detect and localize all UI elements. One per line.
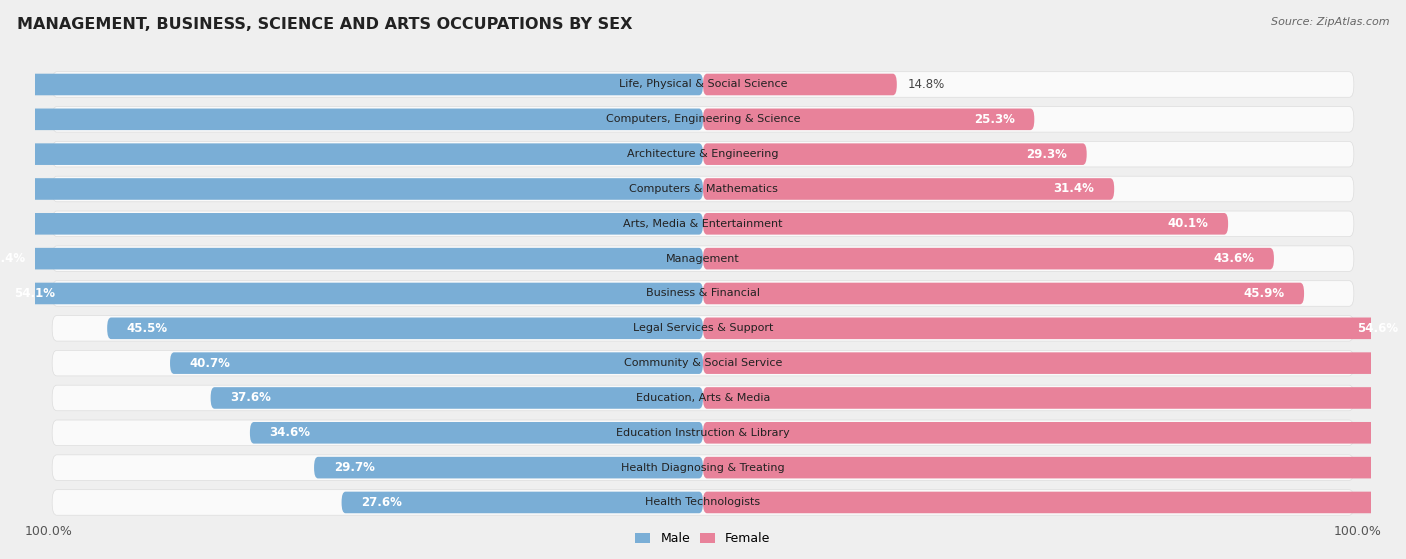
Text: 29.7%: 29.7% bbox=[333, 461, 374, 474]
FancyBboxPatch shape bbox=[0, 108, 703, 130]
Text: 40.7%: 40.7% bbox=[190, 357, 231, 369]
FancyBboxPatch shape bbox=[52, 420, 1354, 446]
FancyBboxPatch shape bbox=[703, 352, 1406, 374]
FancyBboxPatch shape bbox=[703, 143, 1087, 165]
Text: 37.6%: 37.6% bbox=[231, 391, 271, 405]
Text: 31.4%: 31.4% bbox=[1053, 182, 1094, 196]
FancyBboxPatch shape bbox=[0, 248, 703, 269]
FancyBboxPatch shape bbox=[107, 318, 703, 339]
Text: 45.5%: 45.5% bbox=[127, 322, 167, 335]
FancyBboxPatch shape bbox=[52, 141, 1354, 167]
FancyBboxPatch shape bbox=[52, 455, 1354, 480]
Text: Arts, Media & Entertainment: Arts, Media & Entertainment bbox=[623, 219, 783, 229]
FancyBboxPatch shape bbox=[703, 283, 1305, 304]
FancyBboxPatch shape bbox=[703, 492, 1406, 513]
Text: Computers, Engineering & Science: Computers, Engineering & Science bbox=[606, 115, 800, 124]
FancyBboxPatch shape bbox=[0, 143, 703, 165]
Text: MANAGEMENT, BUSINESS, SCIENCE AND ARTS OCCUPATIONS BY SEX: MANAGEMENT, BUSINESS, SCIENCE AND ARTS O… bbox=[17, 17, 633, 32]
FancyBboxPatch shape bbox=[52, 107, 1354, 132]
Text: Education Instruction & Library: Education Instruction & Library bbox=[616, 428, 790, 438]
FancyBboxPatch shape bbox=[0, 283, 703, 304]
Text: 14.8%: 14.8% bbox=[907, 78, 945, 91]
Text: 34.6%: 34.6% bbox=[270, 427, 311, 439]
Text: Health Diagnosing & Treating: Health Diagnosing & Treating bbox=[621, 463, 785, 472]
Text: Health Technologists: Health Technologists bbox=[645, 498, 761, 508]
FancyBboxPatch shape bbox=[314, 457, 703, 479]
Legend: Male, Female: Male, Female bbox=[636, 532, 770, 546]
Text: 54.1%: 54.1% bbox=[14, 287, 55, 300]
FancyBboxPatch shape bbox=[703, 108, 1035, 130]
Text: Education, Arts & Media: Education, Arts & Media bbox=[636, 393, 770, 403]
Text: Source: ZipAtlas.com: Source: ZipAtlas.com bbox=[1271, 17, 1389, 27]
FancyBboxPatch shape bbox=[0, 213, 703, 235]
Text: 43.6%: 43.6% bbox=[1213, 252, 1254, 265]
FancyBboxPatch shape bbox=[52, 385, 1354, 411]
FancyBboxPatch shape bbox=[703, 248, 1274, 269]
Text: 54.6%: 54.6% bbox=[1357, 322, 1399, 335]
FancyBboxPatch shape bbox=[703, 74, 897, 95]
FancyBboxPatch shape bbox=[52, 72, 1354, 97]
Text: Computers & Mathematics: Computers & Mathematics bbox=[628, 184, 778, 194]
FancyBboxPatch shape bbox=[250, 422, 703, 444]
Text: Community & Social Service: Community & Social Service bbox=[624, 358, 782, 368]
Text: Business & Financial: Business & Financial bbox=[645, 288, 761, 299]
Text: 40.1%: 40.1% bbox=[1167, 217, 1209, 230]
FancyBboxPatch shape bbox=[52, 211, 1354, 236]
FancyBboxPatch shape bbox=[52, 246, 1354, 272]
Text: 27.6%: 27.6% bbox=[361, 496, 402, 509]
FancyBboxPatch shape bbox=[0, 74, 703, 95]
FancyBboxPatch shape bbox=[52, 350, 1354, 376]
FancyBboxPatch shape bbox=[703, 387, 1406, 409]
Text: Legal Services & Support: Legal Services & Support bbox=[633, 323, 773, 333]
Text: 25.3%: 25.3% bbox=[974, 113, 1015, 126]
FancyBboxPatch shape bbox=[703, 457, 1406, 479]
FancyBboxPatch shape bbox=[211, 387, 703, 409]
FancyBboxPatch shape bbox=[52, 490, 1354, 515]
FancyBboxPatch shape bbox=[342, 492, 703, 513]
FancyBboxPatch shape bbox=[52, 281, 1354, 306]
Text: 56.4%: 56.4% bbox=[0, 252, 25, 265]
FancyBboxPatch shape bbox=[703, 178, 1114, 200]
Text: 29.3%: 29.3% bbox=[1026, 148, 1067, 160]
FancyBboxPatch shape bbox=[703, 318, 1406, 339]
FancyBboxPatch shape bbox=[52, 176, 1354, 202]
Text: Architecture & Engineering: Architecture & Engineering bbox=[627, 149, 779, 159]
Text: Life, Physical & Social Science: Life, Physical & Social Science bbox=[619, 79, 787, 89]
FancyBboxPatch shape bbox=[703, 422, 1406, 444]
FancyBboxPatch shape bbox=[52, 315, 1354, 341]
FancyBboxPatch shape bbox=[170, 352, 703, 374]
Text: Management: Management bbox=[666, 254, 740, 264]
Text: 45.9%: 45.9% bbox=[1243, 287, 1285, 300]
FancyBboxPatch shape bbox=[0, 178, 703, 200]
FancyBboxPatch shape bbox=[703, 213, 1227, 235]
